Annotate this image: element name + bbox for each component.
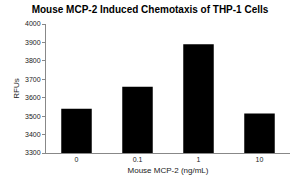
svg-text:3600: 3600: [25, 94, 41, 101]
svg-text:4000: 4000: [25, 20, 41, 27]
svg-text:3800: 3800: [25, 57, 41, 64]
svg-text:3900: 3900: [25, 39, 41, 46]
svg-text:3700: 3700: [25, 76, 41, 83]
svg-text:0.1: 0.1: [133, 156, 143, 163]
svg-text:3500: 3500: [25, 113, 41, 120]
svg-text:1: 1: [197, 156, 201, 163]
svg-text:10: 10: [256, 156, 264, 163]
svg-text:Mouse MCP-2 Induced Chemotaxis: Mouse MCP-2 Induced Chemotaxis of THP-1 …: [32, 4, 269, 15]
svg-text:3400: 3400: [25, 131, 41, 138]
svg-text:3300: 3300: [25, 149, 41, 156]
svg-text:Mouse MCP-2 (ng/mL): Mouse MCP-2 (ng/mL): [128, 166, 209, 175]
svg-text:0: 0: [75, 156, 79, 163]
svg-text:RFUs: RFUs: [12, 78, 21, 98]
